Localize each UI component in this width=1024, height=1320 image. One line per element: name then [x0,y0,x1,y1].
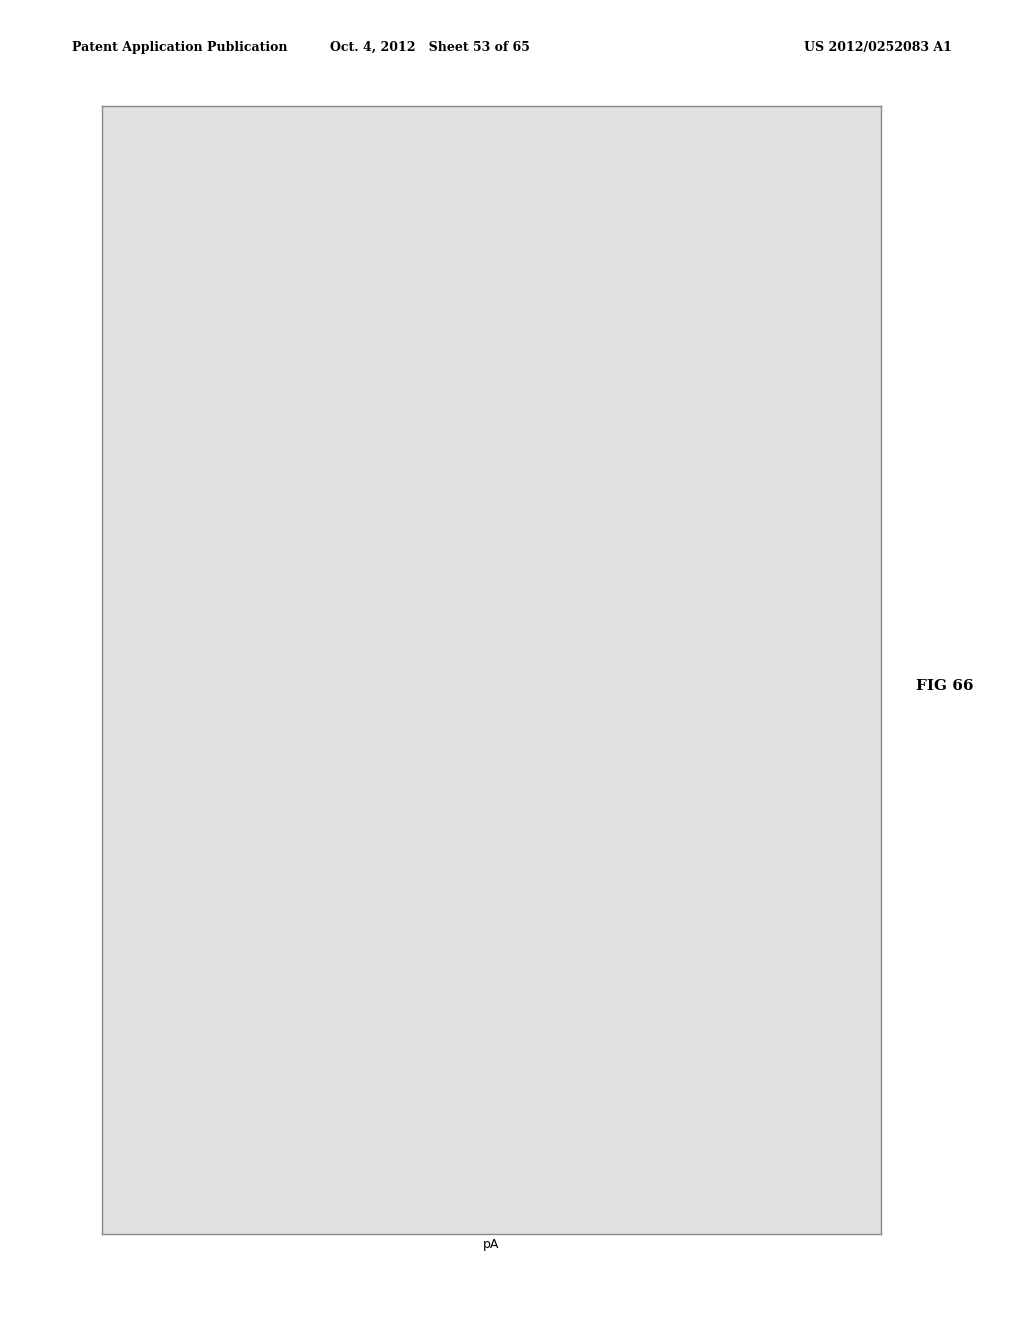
Text: isopropanol
5.323: isopropanol 5.323 [370,845,419,865]
Y-axis label: min: min [836,673,859,686]
Text: Oct. 4, 2012   Sheet 53 of 65: Oct. 4, 2012 Sheet 53 of 65 [330,41,530,54]
Text: ethanol
5.508: ethanol 5.508 [595,832,627,851]
Text: US 2012/0252083 A1: US 2012/0252083 A1 [805,41,952,54]
X-axis label: pA: pA [483,1238,500,1251]
Text: acetone
3.623: acetone 3.623 [398,960,432,979]
Text: Patent Application Publication: Patent Application Publication [72,41,287,54]
Text: FIG 66: FIG 66 [916,680,974,693]
